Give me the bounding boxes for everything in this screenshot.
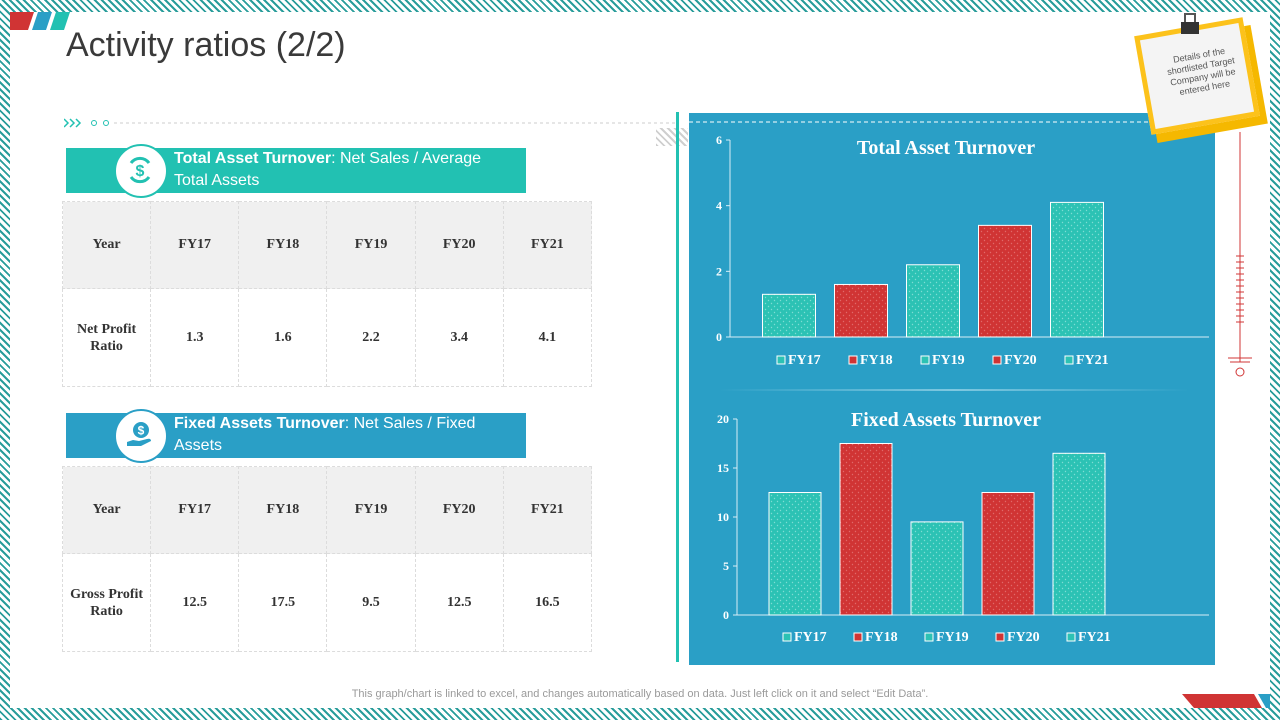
y-tick-label: 4 <box>716 199 722 213</box>
table-cell: 1.3 <box>150 288 240 387</box>
legend-swatch <box>782 632 792 642</box>
table-header-cell: Year <box>61 201 152 289</box>
legend-label: FY18 <box>860 353 893 368</box>
chart-separator <box>719 389 1189 391</box>
footer-corner-accent <box>1182 694 1270 708</box>
table-cell: 4.1 <box>502 288 593 387</box>
table-header-cell: FY18 <box>238 466 328 554</box>
table-row: Gross Profit Ratio 12.5 17.5 9.5 12.5 16… <box>61 553 593 652</box>
bar-fy17 <box>762 293 816 338</box>
table-header-cell: Year <box>61 466 152 554</box>
corner-accent-bars <box>10 12 70 30</box>
table-cell: 12.5 <box>414 553 504 652</box>
svg-text:$: $ <box>136 163 145 180</box>
y-tick-label: 0 <box>723 608 729 622</box>
bar-fy20 <box>981 492 1035 616</box>
table-cell: 9.5 <box>326 553 416 652</box>
legend-label: FY20 <box>1004 353 1037 368</box>
legend-label: FY19 <box>936 630 969 645</box>
legend-label: FY20 <box>1007 630 1040 645</box>
table-header-cell: FY20 <box>414 466 504 554</box>
gross-profit-ratio-table: Year FY17 FY18 FY19 FY20 FY21 Gross Prof… <box>61 466 593 652</box>
legend-swatch <box>924 632 934 642</box>
fixed-assets-turnover-chart: Fixed Assets Turnover 0 5 10 15 20 FY17 FY18 FY1… <box>717 409 1209 645</box>
legend-swatch <box>992 355 1002 365</box>
legend-label: FY17 <box>794 630 827 645</box>
bar-fy19 <box>910 521 964 616</box>
table-cell: 2.2 <box>326 288 416 387</box>
decorative-dotted-line <box>64 118 676 128</box>
section-header-total-asset-turnover: $ Total Asset Turnover: Net Sales / Aver… <box>66 144 526 198</box>
table-row: Net Profit Ratio 1.3 1.6 2.2 3.4 4.1 <box>61 288 593 387</box>
table-cell: 1.6 <box>238 288 328 387</box>
bar-fy20 <box>978 224 1032 338</box>
total-asset-turnover-chart: Total Asset Turnover 0 2 4 6 FY17 FY18 FY19 FY20… <box>716 133 1209 368</box>
legend-label: FY19 <box>932 353 965 368</box>
y-tick-label: 2 <box>716 264 722 278</box>
bar-fy18 <box>834 283 888 338</box>
chart-title: Fixed Assets Turnover <box>851 409 1041 431</box>
legend-label: FY21 <box>1078 630 1111 645</box>
slide: Activity ratios (2/2) $ Total Asset Turn… <box>10 12 1270 708</box>
y-tick-label: 10 <box>717 510 729 524</box>
section-header-rest: : Net Sales / Average Total Assets <box>174 150 482 189</box>
page-title: Activity ratios (2/2) <box>66 26 346 64</box>
y-tick-label: 0 <box>716 330 722 344</box>
legend-swatch <box>853 632 863 642</box>
bar-fy19 <box>906 264 960 338</box>
chart-panel: Total Asset Turnover 0 2 4 6 FY17 FY18 FY19 FY20… <box>689 113 1215 665</box>
table-cell: 12.5 <box>150 553 240 652</box>
table-header-cell: FY17 <box>150 201 240 289</box>
legend-label: FY17 <box>788 353 821 368</box>
hatch-decoration <box>656 128 688 146</box>
section-header-bold: Total Asset Turnover <box>174 150 332 167</box>
legend-swatch <box>1066 632 1076 642</box>
sticky-note: Details of the shortlisted Target Compan… <box>1134 17 1268 143</box>
dollar-cycle-icon: $ <box>114 144 168 198</box>
table-header-cell: FY19 <box>326 466 416 554</box>
bar-fy18 <box>839 443 893 616</box>
legend-swatch <box>1064 355 1074 365</box>
binder-clip-icon <box>1181 13 1199 34</box>
bar-fy21 <box>1052 452 1106 616</box>
section-header-text: Total Asset Turnover: Net Sales / Averag… <box>174 148 514 192</box>
table-header-row: Year FY17 FY18 FY19 FY20 FY21 <box>61 201 593 289</box>
legend-label: FY18 <box>865 630 898 645</box>
table-cell: 16.5 <box>502 553 593 652</box>
section-header-text: Fixed Assets Turnover: Net Sales / Fixed… <box>174 413 514 457</box>
svg-text:$: $ <box>138 424 145 438</box>
footer-note: This graph/chart is linked to excel, and… <box>351 688 929 700</box>
section-header-fixed-assets-turnover: $ Fixed Assets Turnover: Net Sales / Fix… <box>66 409 526 463</box>
charts-svg: Total Asset Turnover 0 2 4 6 FY17 FY18 FY19 FY20… <box>689 121 1209 645</box>
bar-fy21 <box>1050 201 1104 338</box>
section-header-bold: Fixed Assets Turnover <box>174 415 345 432</box>
table-row-label: Gross Profit Ratio <box>61 553 152 652</box>
legend-swatch <box>776 355 786 365</box>
section-header-rest: : Net Sales / Fixed Assets <box>174 415 476 454</box>
table-header-cell: FY19 <box>326 201 416 289</box>
table-cell: 17.5 <box>238 553 328 652</box>
net-profit-ratio-table: Year FY17 FY18 FY19 FY20 FY21 Net Profit… <box>61 201 593 387</box>
table-header-cell: FY18 <box>238 201 328 289</box>
chart-title: Total Asset Turnover <box>857 137 1035 159</box>
legend-swatch <box>920 355 930 365</box>
y-tick-label: 5 <box>723 559 729 573</box>
legend-swatch <box>848 355 858 365</box>
hand-coin-icon: $ <box>114 409 168 463</box>
table-header-cell: FY21 <box>502 201 593 289</box>
table-header-cell: FY20 <box>414 201 504 289</box>
bar-fy17 <box>768 492 822 616</box>
table-header-cell: FY17 <box>150 466 240 554</box>
table-row-label: Net Profit Ratio <box>61 288 152 387</box>
y-tick-label: 6 <box>716 133 722 147</box>
table-cell: 3.4 <box>414 288 504 387</box>
legend-label: FY21 <box>1076 353 1109 368</box>
y-tick-label: 15 <box>717 461 729 475</box>
table-header-row: Year FY17 FY18 FY19 FY20 FY21 <box>61 466 593 554</box>
table-header-cell: FY21 <box>502 466 593 554</box>
legend-swatch <box>995 632 1005 642</box>
side-wire-decoration <box>1228 132 1252 377</box>
y-tick-label: 20 <box>717 412 729 426</box>
vertical-divider <box>676 112 679 662</box>
